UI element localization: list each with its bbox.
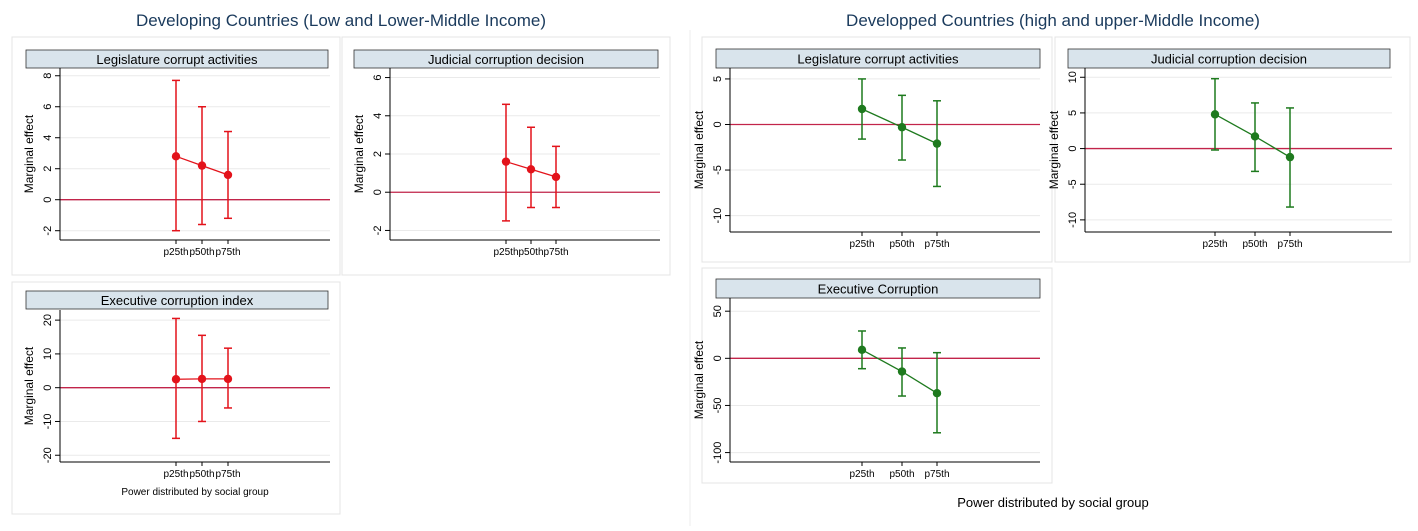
x-tick-label: p75th xyxy=(924,239,949,250)
point xyxy=(858,105,866,113)
point xyxy=(224,375,232,383)
y-axis-label: Marginal effect xyxy=(22,114,36,193)
y-tick-label: 0 xyxy=(372,189,384,195)
panel: Executive Corruption -100 -50 0 50 Marginal e… xyxy=(692,268,1052,483)
y-tick-label: 10 xyxy=(1067,71,1079,83)
point xyxy=(552,173,560,181)
y-tick-label: 50 xyxy=(712,305,724,317)
y-axis-label: Marginal effect xyxy=(22,346,36,425)
group-title: Developing Countries (Low and Lower-Midd… xyxy=(136,11,546,30)
point xyxy=(1211,110,1219,118)
y-tick-label: 5 xyxy=(712,76,724,82)
panel-title: Judicial corruption decision xyxy=(428,52,584,67)
panel-frame xyxy=(702,37,1052,262)
y-tick-label: -100 xyxy=(712,442,724,464)
y-tick-label: 0 xyxy=(1067,146,1079,152)
y-axis-label: Marginal effect xyxy=(692,110,706,189)
y-tick-label: -2 xyxy=(42,226,54,236)
x-tick-label: p50th xyxy=(189,469,214,480)
y-axis-label: Marginal effect xyxy=(352,114,366,193)
panel: Judicial corruption decision -10 -5 0 5 10 Mar… xyxy=(1047,37,1410,262)
y-tick-label: -10 xyxy=(1067,212,1079,228)
x-tick-label: p75th xyxy=(215,469,240,480)
x-tick-label: p50th xyxy=(889,239,914,250)
y-axis-label: Marginal effect xyxy=(1047,110,1061,189)
y-tick-label: 0 xyxy=(712,121,724,127)
y-tick-label: 4 xyxy=(372,113,384,119)
point xyxy=(898,123,906,131)
x-tick-label: p25th xyxy=(1202,239,1227,250)
y-tick-label: 0 xyxy=(42,385,54,391)
point xyxy=(1286,153,1294,161)
x-axis-label: Power distributed by social group xyxy=(957,495,1149,510)
point xyxy=(224,171,232,179)
y-tick-label: -5 xyxy=(1067,179,1079,189)
y-tick-label: 20 xyxy=(42,314,54,326)
y-tick-label: 2 xyxy=(372,151,384,157)
point xyxy=(172,375,180,383)
group-title: Developped Countries (high and upper-Mid… xyxy=(846,11,1260,30)
y-tick-label: 8 xyxy=(42,73,54,79)
panel-title: Executive corruption index xyxy=(101,293,254,308)
x-tick-label: p75th xyxy=(924,469,949,480)
point xyxy=(527,165,535,173)
y-axis-label: Marginal effect xyxy=(692,340,706,419)
x-tick-label: p25th xyxy=(163,469,188,480)
x-tick-label: p75th xyxy=(215,247,240,258)
x-tick-label: p50th xyxy=(889,469,914,480)
point xyxy=(858,346,866,354)
y-tick-label: 5 xyxy=(1067,110,1079,116)
y-tick-label: 0 xyxy=(712,355,724,361)
y-tick-label: -20 xyxy=(42,447,54,463)
panel-title: Judicial corruption decision xyxy=(1151,52,1307,67)
panel-frame xyxy=(1055,37,1410,262)
x-tick-label: p25th xyxy=(849,239,874,250)
point xyxy=(198,375,206,383)
panel-frame xyxy=(702,268,1052,483)
x-tick-label: p25th xyxy=(849,469,874,480)
x-axis-label: Power distributed by social group xyxy=(121,487,269,498)
x-tick-label: p50th xyxy=(1242,239,1267,250)
y-tick-label: -2 xyxy=(372,226,384,236)
point xyxy=(172,152,180,160)
panel-title: Legislature corrupt activities xyxy=(797,52,959,67)
y-tick-label: -10 xyxy=(42,414,54,430)
point xyxy=(933,139,941,147)
y-tick-label: 2 xyxy=(42,166,54,172)
y-tick-label: 6 xyxy=(42,104,54,110)
x-tick-label: p75th xyxy=(543,247,568,258)
panel-title: Executive Corruption xyxy=(818,282,939,297)
y-tick-label: 4 xyxy=(42,135,54,141)
y-tick-label: 6 xyxy=(372,74,384,80)
point xyxy=(898,367,906,375)
y-tick-label: 0 xyxy=(42,197,54,203)
y-tick-label: -50 xyxy=(712,397,724,413)
x-tick-label: p75th xyxy=(1277,239,1302,250)
y-tick-label: 10 xyxy=(42,348,54,360)
point xyxy=(502,157,510,165)
x-tick-label: p25th xyxy=(493,247,518,258)
panel-title: Legislature corrupt activities xyxy=(96,52,258,67)
x-tick-label: p50th xyxy=(518,247,543,258)
panel: Judicial corruption decision -2 0 2 4 6 Margin… xyxy=(342,37,670,275)
x-tick-label: p25th xyxy=(163,247,188,258)
y-tick-label: -10 xyxy=(712,208,724,224)
x-tick-label: p50th xyxy=(189,247,214,258)
panel: Executive corruption index -20 -10 0 10 20 Mar… xyxy=(12,282,340,514)
panel: Legislature corrupt activities -2 0 2 4 6 8 Mar… xyxy=(12,37,340,275)
y-tick-label: -5 xyxy=(712,165,724,175)
point xyxy=(198,161,206,169)
point xyxy=(1251,132,1259,140)
point xyxy=(933,389,941,397)
panel: Legislature corrupt activities -10 -5 0 5 Mar… xyxy=(692,37,1052,262)
